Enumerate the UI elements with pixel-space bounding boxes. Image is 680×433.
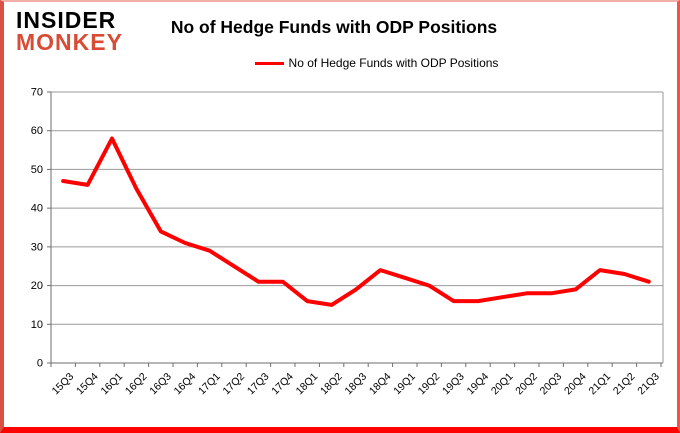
x-axis-label: 20Q1 — [489, 371, 516, 398]
x-axis-label: 21Q1 — [586, 371, 613, 398]
y-axis-label: 30 — [31, 241, 43, 253]
x-axis-label: 19Q2 — [416, 371, 443, 398]
x-axis-label: 20Q4 — [562, 371, 589, 398]
x-axis-label: 16Q4 — [172, 371, 199, 398]
x-axis-label: 17Q3 — [245, 371, 272, 398]
series-line — [61, 136, 651, 307]
legend-line-swatch — [254, 61, 284, 65]
x-axis-label: 15Q3 — [50, 371, 77, 398]
x-axis-label: 16Q3 — [147, 371, 174, 398]
x-axis-label: 19Q3 — [440, 371, 467, 398]
x-axis-label: 21Q3 — [635, 371, 662, 398]
y-axis-label: 50 — [31, 164, 43, 176]
x-axis-label: 20Q3 — [538, 371, 565, 398]
x-axis-label: 18Q3 — [342, 371, 369, 398]
legend-label: No of Hedge Funds with ODP Positions — [288, 56, 499, 70]
x-axis-label: 16Q1 — [98, 371, 125, 398]
y-axis-label: 20 — [31, 280, 43, 292]
x-axis-label: 18Q2 — [318, 371, 345, 398]
x-axis-label: 21Q2 — [611, 371, 638, 398]
x-axis-label: 19Q1 — [391, 371, 418, 398]
logo-insider-text: INSIDER — [16, 7, 117, 33]
x-axis-label: 16Q2 — [123, 371, 150, 398]
y-axis-label: 0 — [37, 358, 43, 370]
x-axis-label: 15Q4 — [74, 371, 101, 398]
insider-monkey-logo: INSIDER MONKEY — [16, 7, 123, 55]
chart-svg: 01020304050607015Q315Q416Q116Q216Q316Q41… — [31, 87, 664, 398]
legend: No of Hedge Funds with ODP Positions — [204, 56, 549, 70]
y-axis-label: 10 — [31, 319, 43, 331]
y-axis-label: 60 — [31, 125, 43, 137]
chart-title: No of Hedge Funds with ODP Positions — [170, 17, 498, 37]
x-axis-label: 19Q4 — [464, 371, 491, 398]
logo-monkey-text: MONKEY — [16, 28, 123, 55]
x-axis-label: 17Q2 — [220, 371, 247, 398]
y-axis-label: 70 — [31, 87, 43, 99]
x-axis-label: 18Q4 — [367, 371, 394, 398]
y-axis-label: 40 — [31, 203, 43, 215]
x-axis-label: 20Q2 — [513, 371, 540, 398]
x-axis-label: 17Q4 — [269, 371, 296, 398]
x-axis-label: 18Q1 — [294, 371, 321, 398]
x-axis-label: 17Q1 — [196, 371, 223, 398]
